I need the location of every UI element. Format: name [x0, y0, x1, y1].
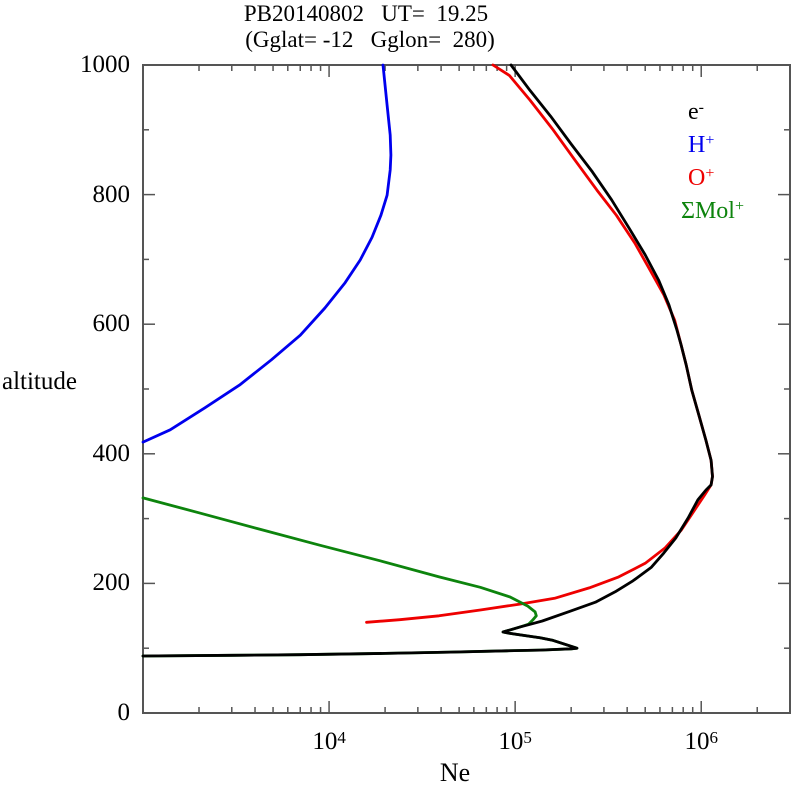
plot-subtitle: (Gglat= -12 Gglon= 280) [245, 27, 495, 52]
plot-title: PB20140802 UT= 19.25 [243, 1, 489, 26]
y-tick-label: 200 [92, 569, 131, 597]
profile-curves [141, 63, 714, 658]
curve-h [141, 63, 393, 444]
x-tick-label: 106 [684, 728, 718, 755]
curve-o [365, 63, 714, 624]
x-tick-label: 105 [498, 728, 532, 755]
legend-item-o-plus: O+ [688, 165, 715, 191]
curve-mol [141, 496, 538, 626]
plot-axes [142, 64, 791, 714]
legend-label: e [688, 99, 699, 125]
y-tick-label: 0 [117, 699, 131, 726]
x-axis-title: Ne [439, 758, 471, 787]
legend-item-h-plus: H+ [688, 132, 715, 158]
legend-label: H [688, 132, 706, 158]
legend-item-electron: e- [688, 99, 704, 125]
legend-item-mol-plus: ΣMol+ [681, 198, 745, 224]
curve-e [141, 63, 714, 658]
x-tick-label: 104 [312, 728, 346, 755]
y-tick-label: 600 [92, 310, 131, 338]
legend-label: O [688, 165, 706, 191]
y-axis-title: altitude [2, 368, 77, 395]
y-tick-label: 1000 [80, 51, 130, 78]
y-tick-label: 800 [92, 180, 131, 208]
y-tick-label: 400 [92, 439, 131, 467]
legend-label: ΣMol [681, 198, 735, 224]
